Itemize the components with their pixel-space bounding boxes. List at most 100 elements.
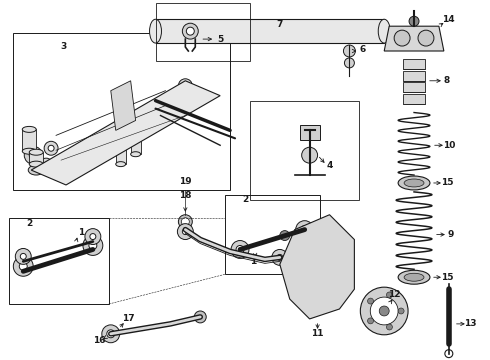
Ellipse shape bbox=[149, 19, 162, 43]
Ellipse shape bbox=[24, 146, 42, 164]
Ellipse shape bbox=[83, 235, 103, 255]
Ellipse shape bbox=[280, 231, 290, 240]
Ellipse shape bbox=[398, 308, 404, 314]
Text: 18: 18 bbox=[179, 192, 192, 201]
Text: 2: 2 bbox=[242, 195, 248, 204]
Polygon shape bbox=[111, 81, 136, 130]
Text: 14: 14 bbox=[442, 15, 455, 24]
Bar bbox=[403, 94, 425, 104]
Ellipse shape bbox=[131, 134, 141, 139]
Ellipse shape bbox=[29, 161, 43, 167]
Bar bbox=[9, 218, 109, 304]
Polygon shape bbox=[155, 19, 384, 43]
Ellipse shape bbox=[116, 144, 125, 149]
Text: 16: 16 bbox=[93, 336, 105, 345]
Text: 9: 9 bbox=[448, 230, 454, 239]
Ellipse shape bbox=[89, 242, 97, 249]
Bar bbox=[300, 125, 319, 140]
Ellipse shape bbox=[404, 179, 424, 187]
Bar bbox=[403, 82, 425, 92]
Ellipse shape bbox=[272, 249, 288, 265]
Ellipse shape bbox=[295, 221, 314, 239]
Ellipse shape bbox=[301, 226, 309, 234]
Text: 19: 19 bbox=[179, 177, 192, 186]
Bar bbox=[29, 152, 43, 164]
Ellipse shape bbox=[90, 234, 96, 239]
Ellipse shape bbox=[178, 215, 192, 229]
Text: 6: 6 bbox=[359, 45, 366, 54]
Ellipse shape bbox=[186, 27, 195, 35]
Ellipse shape bbox=[360, 287, 408, 335]
Ellipse shape bbox=[39, 158, 53, 172]
Bar bbox=[131, 136, 141, 154]
Ellipse shape bbox=[48, 145, 54, 151]
Ellipse shape bbox=[368, 298, 373, 304]
Ellipse shape bbox=[29, 149, 43, 155]
Ellipse shape bbox=[379, 306, 389, 316]
Text: 7: 7 bbox=[277, 20, 283, 29]
Ellipse shape bbox=[409, 16, 419, 26]
Ellipse shape bbox=[231, 240, 249, 258]
Ellipse shape bbox=[182, 83, 188, 89]
Ellipse shape bbox=[387, 324, 392, 330]
Ellipse shape bbox=[22, 148, 36, 154]
Text: 2: 2 bbox=[26, 219, 32, 228]
Ellipse shape bbox=[29, 151, 37, 159]
Ellipse shape bbox=[195, 311, 206, 323]
Ellipse shape bbox=[418, 30, 434, 46]
Bar bbox=[155, 3, 250, 61]
Ellipse shape bbox=[404, 273, 424, 281]
Ellipse shape bbox=[116, 162, 125, 167]
Ellipse shape bbox=[302, 147, 318, 163]
Text: 1: 1 bbox=[78, 228, 84, 237]
Text: 15: 15 bbox=[441, 179, 453, 188]
Text: 8: 8 bbox=[444, 76, 450, 85]
Ellipse shape bbox=[20, 253, 26, 260]
Ellipse shape bbox=[19, 262, 27, 270]
Ellipse shape bbox=[182, 23, 198, 39]
Ellipse shape bbox=[131, 152, 141, 157]
Ellipse shape bbox=[178, 79, 192, 93]
Ellipse shape bbox=[368, 318, 373, 324]
Ellipse shape bbox=[85, 229, 101, 244]
Polygon shape bbox=[31, 81, 220, 185]
Ellipse shape bbox=[15, 248, 31, 264]
Text: 3: 3 bbox=[60, 41, 66, 50]
Ellipse shape bbox=[43, 162, 49, 168]
Ellipse shape bbox=[107, 330, 115, 338]
Ellipse shape bbox=[378, 19, 390, 43]
Ellipse shape bbox=[344, 58, 354, 68]
Ellipse shape bbox=[370, 297, 398, 325]
Bar bbox=[116, 146, 125, 164]
Bar bbox=[13, 33, 230, 190]
Text: 5: 5 bbox=[217, 35, 223, 44]
Ellipse shape bbox=[314, 248, 325, 260]
Bar bbox=[114, 93, 129, 116]
Bar bbox=[22, 129, 36, 151]
Ellipse shape bbox=[394, 30, 410, 46]
Ellipse shape bbox=[236, 246, 244, 253]
Text: 13: 13 bbox=[465, 319, 477, 328]
Bar bbox=[403, 59, 425, 69]
Ellipse shape bbox=[102, 325, 120, 343]
Ellipse shape bbox=[22, 126, 36, 132]
Ellipse shape bbox=[44, 141, 58, 155]
Ellipse shape bbox=[177, 224, 193, 239]
Ellipse shape bbox=[398, 270, 430, 284]
Text: 11: 11 bbox=[311, 329, 324, 338]
Bar bbox=[225, 195, 319, 274]
Polygon shape bbox=[280, 215, 354, 319]
Ellipse shape bbox=[28, 165, 44, 175]
Text: 15: 15 bbox=[441, 273, 453, 282]
Text: 1: 1 bbox=[250, 257, 256, 266]
Ellipse shape bbox=[387, 292, 392, 298]
Text: 12: 12 bbox=[388, 289, 400, 298]
Ellipse shape bbox=[343, 45, 355, 57]
Bar bbox=[403, 71, 425, 81]
Ellipse shape bbox=[398, 176, 430, 190]
Ellipse shape bbox=[277, 255, 283, 260]
Polygon shape bbox=[384, 26, 444, 51]
Ellipse shape bbox=[182, 229, 188, 235]
Text: 10: 10 bbox=[442, 141, 455, 150]
Text: 17: 17 bbox=[122, 314, 135, 323]
